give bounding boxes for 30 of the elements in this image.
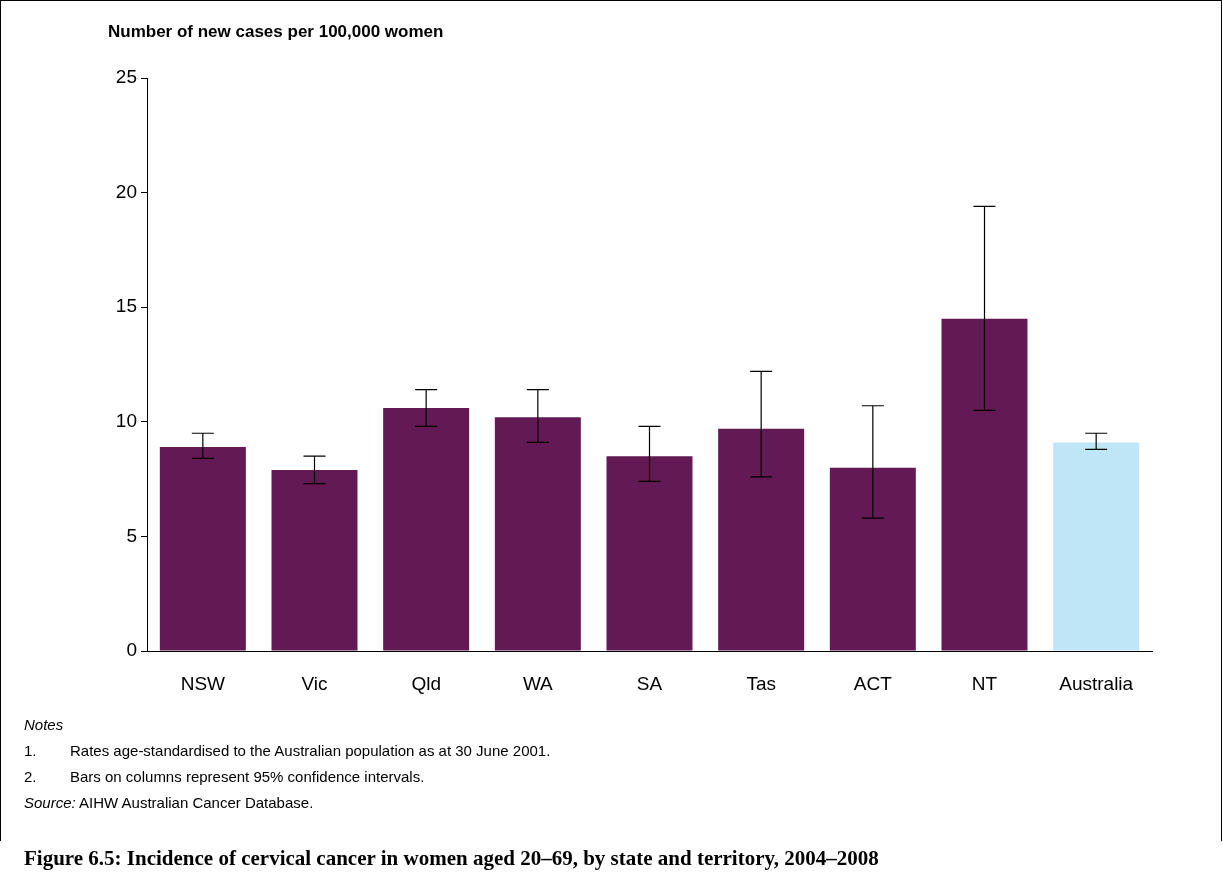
x-tick-label: Qld — [411, 672, 441, 694]
bar — [159, 447, 246, 651]
y-tick-label: 5 — [126, 524, 137, 546]
text: 1. Rates age-standardised to the Australian population as at 30 June 2001. — [24, 742, 551, 759]
bar — [271, 469, 358, 651]
x-tick-label: SA — [636, 672, 663, 694]
x-tick-label: NSW — [180, 672, 226, 694]
text: Notes — [24, 716, 65, 734]
bar — [606, 456, 693, 651]
y-tick-label: 25 — [115, 66, 137, 88]
x-tick-label: WA — [522, 672, 554, 694]
y-tick-label: 15 — [115, 295, 137, 317]
bar — [829, 467, 916, 651]
x-tick-label: NT — [971, 672, 998, 694]
source-note: Source: AIHW Australian Cancer Database. — [24, 794, 314, 811]
y-axis-title: Number of new cases per 100,000 women — [108, 21, 444, 41]
y-tick-label: 0 — [126, 639, 137, 661]
text: Figure 6.5: Incidence of cervical cancer in women aged 20–69, by state and territory, 2004–2008 — [24, 846, 879, 871]
bar — [494, 417, 581, 651]
bar — [718, 428, 805, 651]
bar — [941, 318, 1028, 651]
bar — [383, 408, 470, 651]
x-tick-label: Australia — [1059, 672, 1134, 694]
x-tick-label: Tas — [746, 672, 776, 694]
x-tick-label: Vic — [301, 672, 328, 694]
bar — [1053, 442, 1140, 651]
y-tick-label: 20 — [115, 180, 137, 202]
x-tick-label: ACT — [853, 672, 893, 694]
y-tick-label: 10 — [115, 410, 137, 432]
text: 2. Bars on columns represent 95% confidence intervals. — [24, 768, 425, 785]
